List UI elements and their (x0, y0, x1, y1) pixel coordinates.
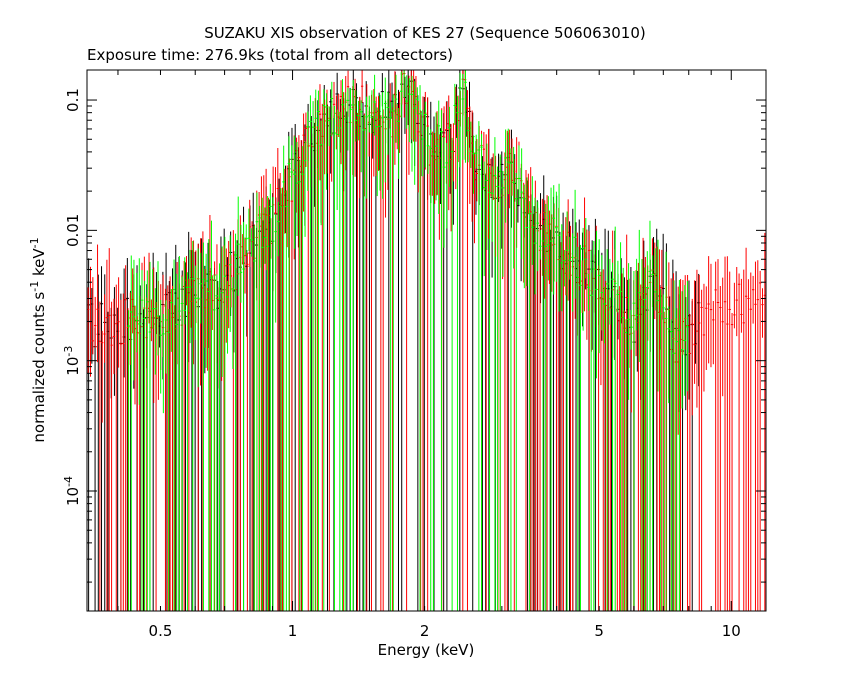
data-layer (87, 69, 766, 611)
y-tick-label: 10-3 (62, 346, 82, 376)
plot-frame (86, 69, 767, 612)
y-tick-exp: -4 (62, 476, 75, 487)
y-tick-label: 10-4 (62, 476, 82, 506)
chart-subtitle: Exposure time: 276.9ks (total from all d… (87, 46, 453, 64)
y-axis-label-sup2: -1 (28, 237, 41, 248)
x-tick-label: 1 (288, 622, 298, 640)
x-tick-label: 5 (594, 622, 604, 640)
y-axis-label-main: normalized counts s (30, 292, 48, 443)
y-tick-label: 0.01 (64, 214, 82, 247)
series-green (127, 69, 689, 611)
series-red (87, 69, 766, 611)
y-tick-base: 10 (64, 487, 82, 506)
y-tick-base: 10 (64, 357, 82, 376)
y-tick-label: 0.1 (64, 88, 82, 112)
x-axis-label: Energy (keV) (378, 641, 475, 659)
x-tick-label: 0.5 (149, 622, 173, 640)
y-axis-label-sup1: -1 (28, 281, 41, 292)
y-axis-label: normalized counts s-1 keV-1 (28, 237, 48, 442)
x-tick-label: 10 (722, 622, 741, 640)
y-axis-label-mid: keV (30, 248, 48, 281)
y-tick-exp: -3 (62, 346, 75, 357)
chart-title: SUZAKU XIS observation of KES 27 (Sequen… (204, 24, 645, 42)
x-tick-label: 2 (420, 622, 430, 640)
